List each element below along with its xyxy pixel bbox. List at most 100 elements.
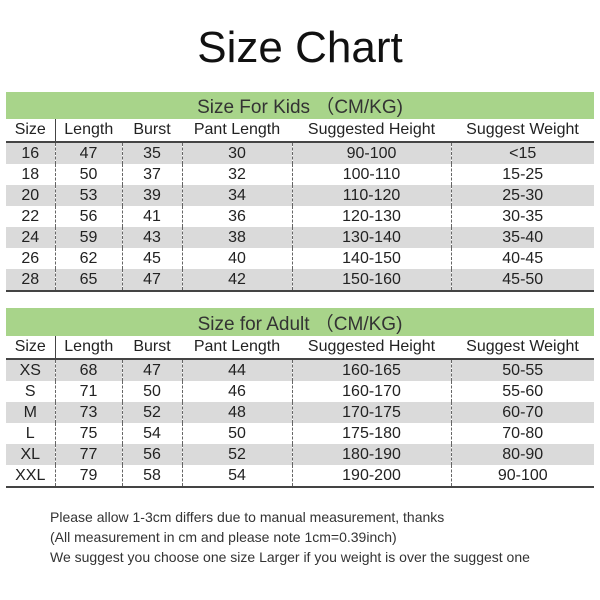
cell-burst: 37 <box>121 164 182 185</box>
cell-suggested-height: 100-110 <box>291 164 451 185</box>
cell-burst: 45 <box>121 248 182 269</box>
cell-burst: 47 <box>121 359 182 381</box>
cell-pant-length: 48 <box>181 402 292 423</box>
cell-pant-length: 34 <box>181 185 292 206</box>
cell-suggested-height: 180-190 <box>291 444 451 465</box>
cell-burst: 56 <box>121 444 182 465</box>
cell-suggested-height: 130-140 <box>291 227 451 248</box>
note-size-advice: We suggest you choose one size Larger if… <box>50 549 530 565</box>
cell-suggested-height: 175-180 <box>291 423 451 444</box>
cell-size: 22 <box>6 206 55 227</box>
col-size: Size <box>6 336 55 360</box>
cell-length: 50 <box>54 164 122 185</box>
cell-length: 77 <box>54 444 122 465</box>
cell-length: 59 <box>54 227 122 248</box>
cell-burst: 58 <box>121 465 182 488</box>
table-row: 20 53 39 34 110-120 25-30 <box>6 185 594 206</box>
cell-length: 73 <box>54 402 122 423</box>
cell-suggest-weight: 30-35 <box>450 206 594 227</box>
cell-suggest-weight: 80-90 <box>450 444 594 465</box>
table-row: 28 65 47 42 150-160 45-50 <box>6 269 594 292</box>
cell-suggested-height: 170-175 <box>291 402 451 423</box>
adult-table-heading: Size for Adult （CM/KG) <box>6 308 594 336</box>
cell-burst: 50 <box>121 381 182 402</box>
table-row: 16 47 35 30 90-100 <15 <box>6 142 594 164</box>
cell-size: 26 <box>6 248 55 269</box>
col-suggest-weight: Suggest Weight <box>451 336 594 360</box>
cell-suggested-height: 90-100 <box>291 142 451 164</box>
col-length: Length <box>54 119 122 143</box>
cell-size: S <box>6 381 55 402</box>
cell-size: M <box>6 402 55 423</box>
cell-size: 18 <box>6 164 55 185</box>
col-suggested-height: Suggested Height <box>292 119 451 143</box>
cell-pant-length: 52 <box>181 444 292 465</box>
cell-suggested-height: 150-160 <box>291 269 451 292</box>
adult-size-table: Size for Adult （CM/KG) Size Length Burst… <box>6 308 594 488</box>
table-row: L 75 54 50 175-180 70-80 <box>6 423 594 444</box>
cell-length: 56 <box>54 206 122 227</box>
note-units: (All measurement in cm and please note 1… <box>50 529 397 545</box>
table-row: 18 50 37 32 100-110 15-25 <box>6 164 594 185</box>
cell-suggest-weight: <15 <box>450 142 594 164</box>
cell-suggested-height: 160-165 <box>291 359 451 381</box>
cell-length: 65 <box>54 269 122 292</box>
cell-suggest-weight: 55-60 <box>450 381 594 402</box>
cell-length: 79 <box>54 465 122 488</box>
note-tolerance: Please allow 1-3cm differs due to manual… <box>50 509 445 525</box>
cell-size: L <box>6 423 55 444</box>
cell-pant-length: 54 <box>181 465 292 488</box>
cell-length: 68 <box>54 359 122 381</box>
cell-length: 75 <box>54 423 122 444</box>
cell-size: XXL <box>6 465 55 488</box>
cell-burst: 54 <box>121 423 182 444</box>
cell-pant-length: 36 <box>181 206 292 227</box>
cell-pant-length: 50 <box>181 423 292 444</box>
cell-burst: 43 <box>121 227 182 248</box>
cell-suggest-weight: 40-45 <box>450 248 594 269</box>
page-title: Size Chart <box>197 23 403 72</box>
table-row: M 73 52 48 170-175 60-70 <box>6 402 594 423</box>
col-suggest-weight: Suggest Weight <box>451 119 594 143</box>
notes: Please allow 1-3cm differs due to manual… <box>50 507 530 567</box>
cell-size: XS <box>6 359 55 381</box>
table-row: 26 62 45 40 140-150 40-45 <box>6 248 594 269</box>
cell-suggest-weight: 25-30 <box>450 185 594 206</box>
cell-burst: 35 <box>121 142 182 164</box>
cell-suggest-weight: 60-70 <box>450 402 594 423</box>
cell-length: 62 <box>54 248 122 269</box>
cell-pant-length: 44 <box>181 359 292 381</box>
cell-suggest-weight: 70-80 <box>450 423 594 444</box>
cell-suggest-weight: 45-50 <box>450 269 594 292</box>
col-pant-length: Pant Length <box>182 336 292 360</box>
cell-length: 71 <box>54 381 122 402</box>
cell-pant-length: 42 <box>181 269 292 292</box>
kids-table-heading: Size For Kids （CM/KG) <box>6 92 594 119</box>
cell-suggested-height: 140-150 <box>291 248 451 269</box>
cell-suggest-weight: 35-40 <box>450 227 594 248</box>
col-pant-length: Pant Length <box>182 119 292 143</box>
table-row: XS 68 47 44 160-165 50-55 <box>6 359 594 381</box>
cell-size: 16 <box>6 142 55 164</box>
cell-pant-length: 46 <box>181 381 292 402</box>
cell-suggested-height: 190-200 <box>291 465 451 488</box>
cell-suggested-height: 110-120 <box>291 185 451 206</box>
cell-suggest-weight: 15-25 <box>450 164 594 185</box>
cell-length: 53 <box>54 185 122 206</box>
col-size: Size <box>6 119 55 143</box>
table-row: S 71 50 46 160-170 55-60 <box>6 381 594 402</box>
cell-suggest-weight: 50-55 <box>450 359 594 381</box>
table-row: 24 59 43 38 130-140 35-40 <box>6 227 594 248</box>
col-burst: Burst <box>122 336 182 360</box>
adult-header-row: Size Length Burst Pant Length Suggested … <box>6 336 594 360</box>
kids-header-row: Size Length Burst Pant Length Suggested … <box>6 119 594 143</box>
cell-size: XL <box>6 444 55 465</box>
cell-size: 28 <box>6 269 55 292</box>
col-suggested-height: Suggested Height <box>292 336 451 360</box>
cell-burst: 41 <box>121 206 182 227</box>
table-row: XL 77 56 52 180-190 80-90 <box>6 444 594 465</box>
cell-pant-length: 38 <box>181 227 292 248</box>
cell-suggested-height: 120-130 <box>291 206 451 227</box>
cell-size: 20 <box>6 185 55 206</box>
table-row: 22 56 41 36 120-130 30-35 <box>6 206 594 227</box>
